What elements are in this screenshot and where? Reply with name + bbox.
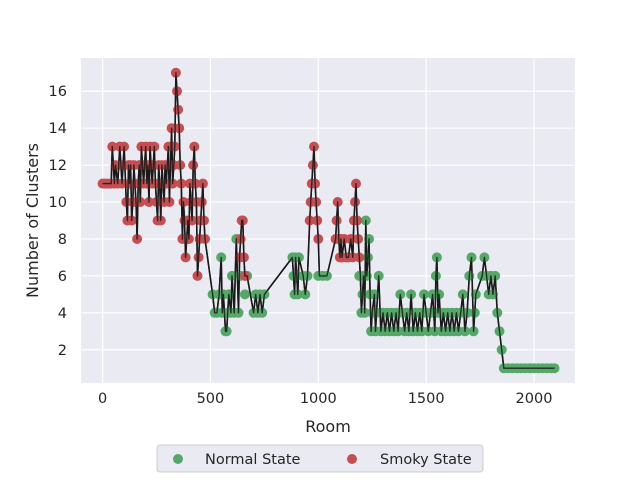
y-tick-label: 2 [58,343,67,359]
y-tick-label: 14 [49,121,67,137]
y-tick-label: 6 [58,269,67,285]
y-tick-label: 10 [49,195,67,211]
y-tick-label: 16 [49,84,67,100]
y-tick-label: 8 [58,232,67,248]
legend-marker-normal [173,454,183,464]
trace-line-overlay [102,72,555,369]
legend: Normal State Smoky State [156,444,484,473]
x-tick-labels: 0 500 1000 1500 2000 [98,391,553,407]
legend-label-normal: Normal State [205,452,301,468]
x-axis-label: Room [305,417,351,436]
y-tick-labels: 2 4 6 8 10 12 14 16 [49,84,67,359]
x-tick-label: 500 [197,391,225,407]
legend-marker-smoky [347,454,357,464]
legend-label-smoky: Smoky State [380,452,472,468]
x-tick-label: 2000 [516,391,553,407]
normal-point [239,289,250,300]
y-tick-label: 12 [49,158,67,174]
legend-box [156,444,484,473]
y-tick-label: 4 [58,306,67,322]
x-tick-label: 1000 [300,391,337,407]
data-points [97,67,560,374]
y-axis-label: Number of Clusters [23,143,42,298]
x-tick-label: 1500 [408,391,445,407]
x-tick-label: 0 [98,391,107,407]
